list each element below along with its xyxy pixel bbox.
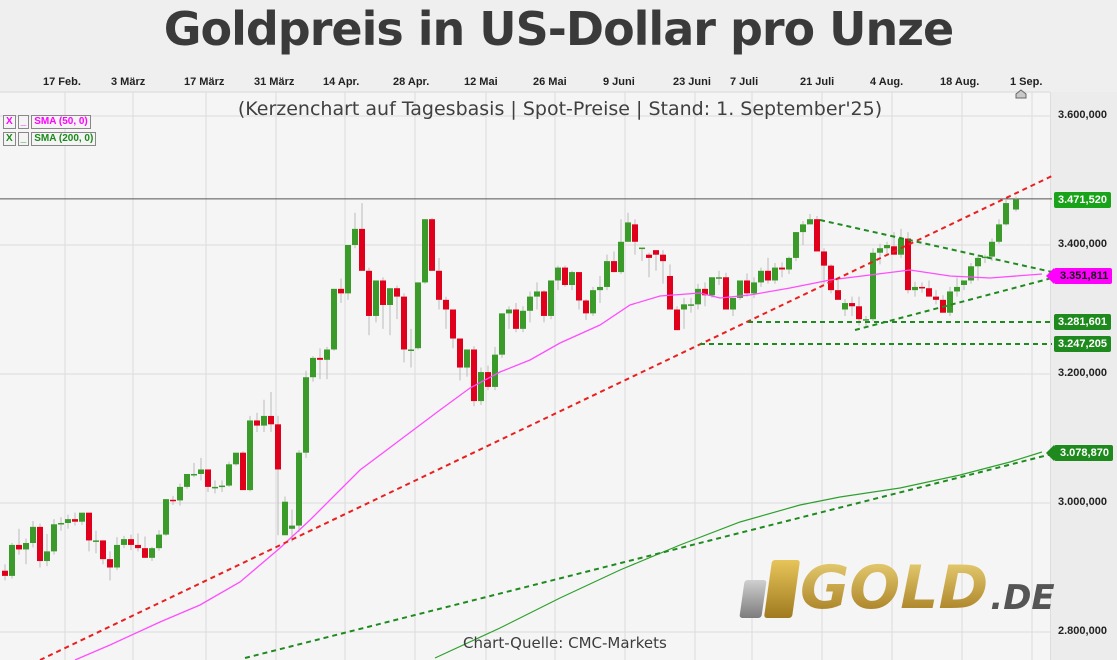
chart-title: Goldpreis in US-Dollar pro Unze	[163, 2, 955, 56]
support1-price-label: 3.281,601	[1054, 314, 1111, 330]
chart-subtitle: (Kerzenchart auf Tagesbasis | Spot-Preis…	[237, 98, 883, 120]
minimize-sma200-button[interactable]: _	[17, 132, 30, 146]
x-tick-label: 21 Juli	[800, 76, 835, 88]
minimize-sma50-button[interactable]: _	[17, 115, 30, 129]
logo-gold-bar-icon	[763, 560, 801, 618]
x-tick-label: 31 März	[254, 76, 295, 88]
remove-sma50-button[interactable]: X	[3, 115, 16, 129]
logo-text-gold: GOLD	[800, 553, 989, 623]
y-tick-label: 3.000,000	[1058, 496, 1107, 508]
x-tick-label: 26 Mai	[533, 76, 567, 88]
logo-silver-bar-icon	[739, 580, 767, 618]
legend-sma200: X _ SMA (200, 0)	[3, 132, 97, 146]
x-tick-label: 28 Apr.	[393, 76, 430, 88]
sma200-price-label: 3.078,870	[1054, 445, 1113, 461]
x-tick-label: 9 Juni	[603, 76, 635, 88]
x-tick-label: 3 März	[111, 76, 146, 88]
logo-text-de: .DE	[990, 578, 1055, 618]
y-tick-label: 3.600,000	[1058, 109, 1107, 121]
x-tick-label: 1 Sep.	[1010, 76, 1043, 88]
x-tick-label: 18 Aug.	[940, 76, 980, 88]
legend-sma200-label[interactable]: SMA (200, 0)	[31, 132, 97, 146]
sma50-price-label: 3.351,811	[1054, 268, 1113, 284]
legend-sma50-label[interactable]: SMA (50, 0)	[31, 115, 91, 129]
support2-price-label: 3.247,205	[1054, 336, 1111, 352]
x-tick-label: 4 Aug.	[870, 76, 904, 88]
chart-source: Chart-Quelle: CMC-Markets	[463, 634, 667, 652]
grid-lines	[0, 91, 1052, 660]
x-tick-label: 23 Juni	[673, 76, 711, 88]
x-tick-label: 17 Feb.	[43, 76, 81, 88]
gold-de-logo: GOLD .DE	[739, 552, 1055, 623]
legend-sma50: X _ SMA (50, 0)	[3, 115, 91, 129]
y-tick-label: 3.400,000	[1058, 238, 1107, 250]
x-tick-label: 7 Juli	[730, 76, 759, 88]
current-date-marker-icon[interactable]	[1015, 89, 1027, 99]
y-tick-label: 2.800,000	[1058, 625, 1107, 637]
remove-sma200-button[interactable]: X	[3, 132, 16, 146]
x-tick-label: 14 Apr.	[323, 76, 360, 88]
y-axis-panel	[1050, 92, 1117, 660]
y-tick-label: 3.200,000	[1058, 367, 1107, 379]
candles	[2, 196, 1019, 581]
overlay-lines	[39, 175, 1054, 660]
x-tick-label: 17 März	[184, 76, 225, 88]
x-tick-label: 12 Mai	[464, 76, 498, 88]
last-price-label: 3.471,520	[1054, 192, 1111, 208]
